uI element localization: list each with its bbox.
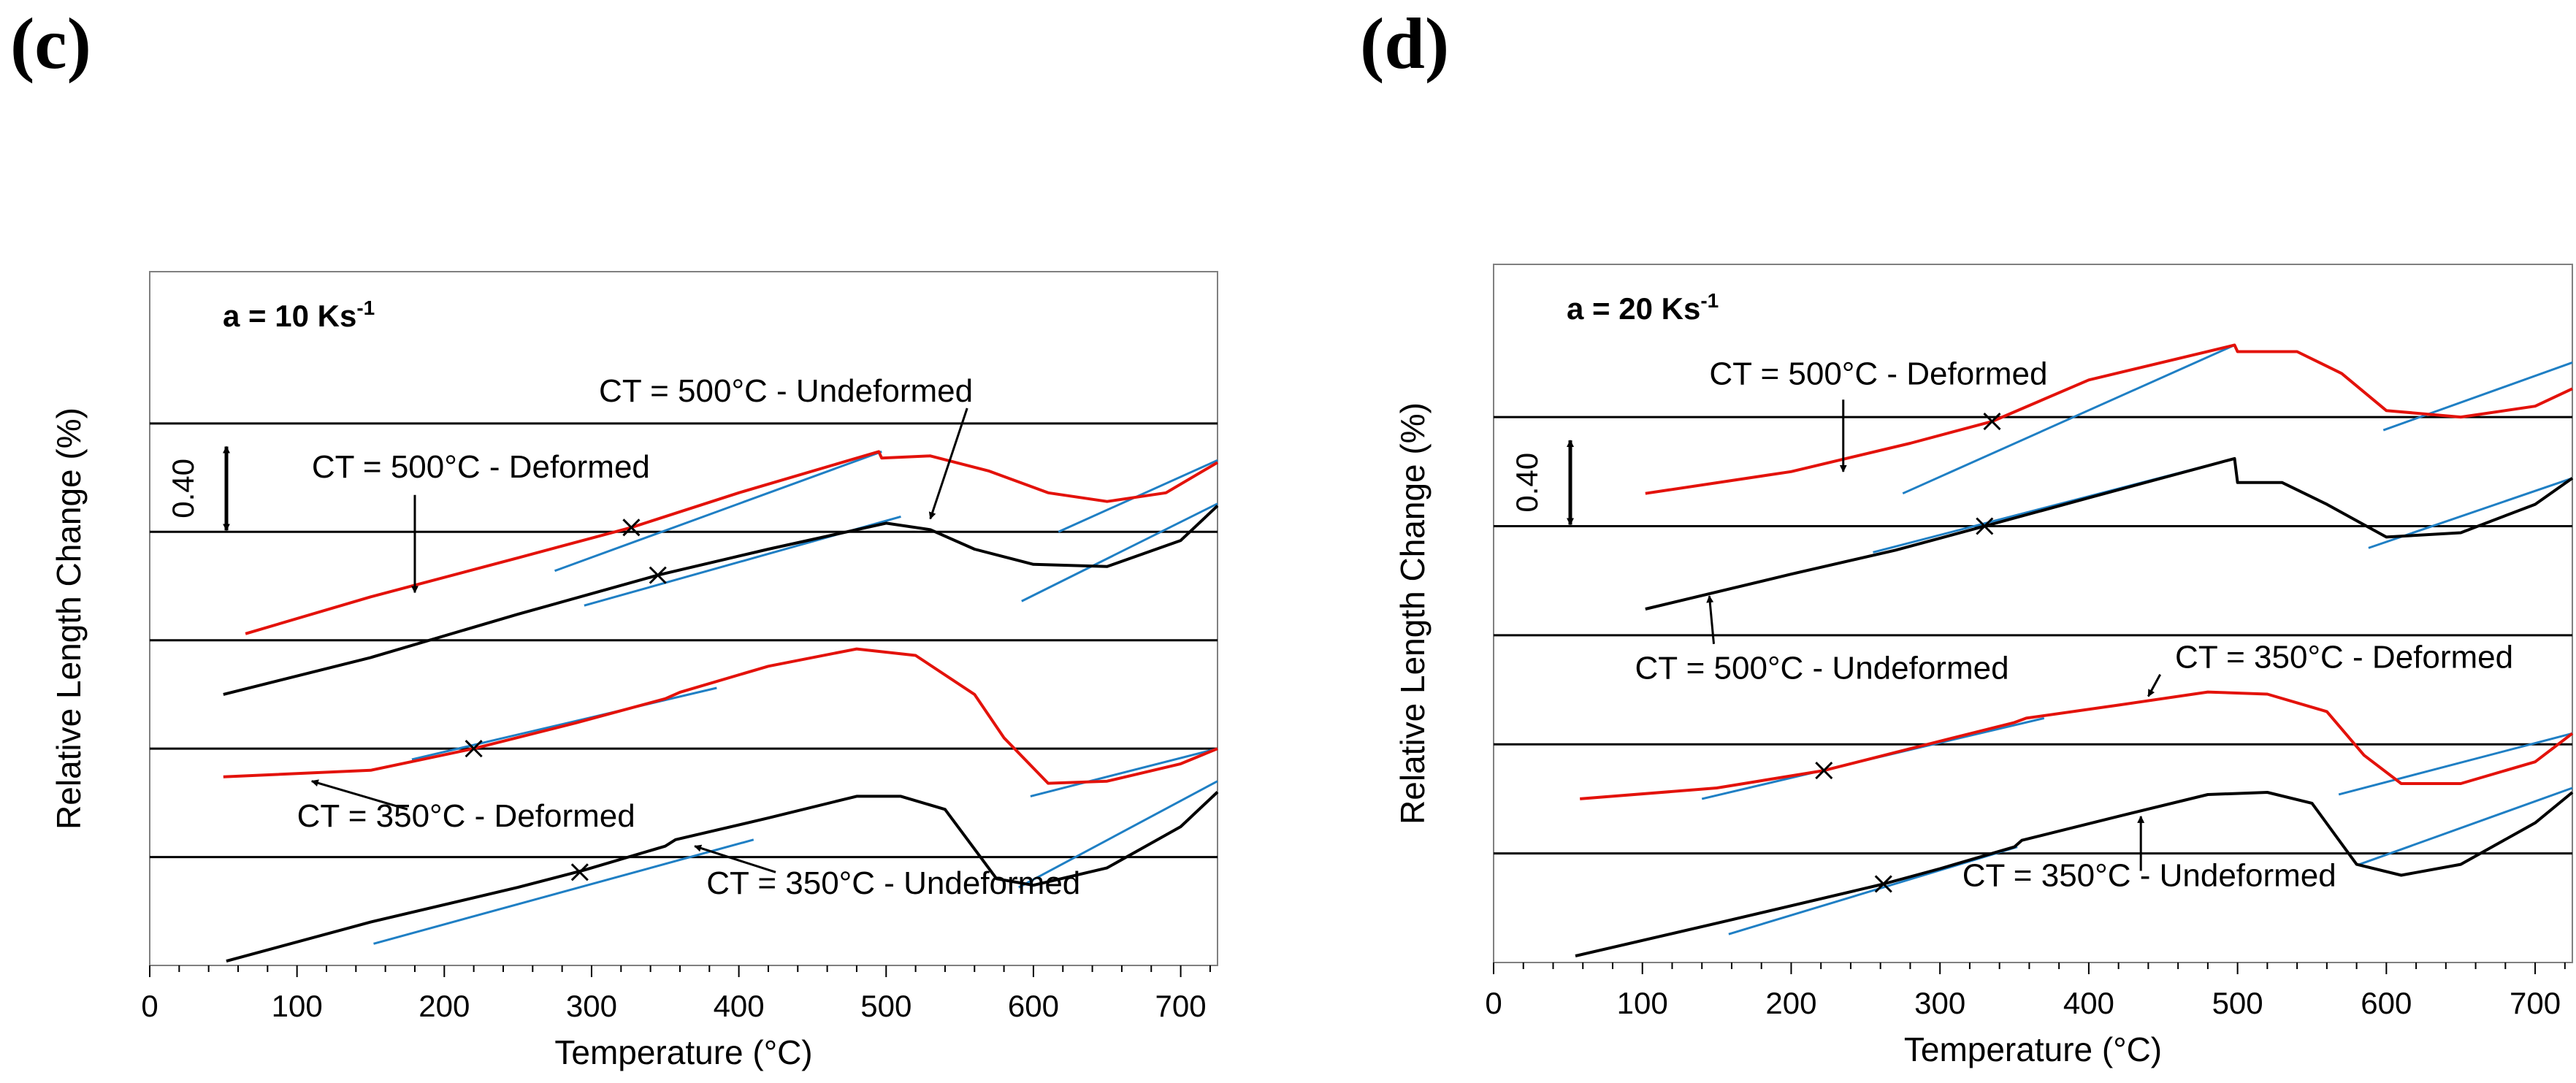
curve-label-arrow <box>310 779 408 811</box>
x-tick-label: 400 <box>714 989 765 1023</box>
series-line <box>223 647 1218 785</box>
x-tick-label: 200 <box>418 989 470 1023</box>
panel-label-c: (c) <box>10 3 91 84</box>
series-line <box>223 505 1219 696</box>
x-tick-label: 600 <box>2361 986 2412 1020</box>
transformation-marker <box>649 566 667 584</box>
rate-annotation-sup: -1 <box>1700 289 1719 312</box>
series-line <box>1580 690 2574 800</box>
tangent-line <box>554 450 882 573</box>
x-tick-label: 500 <box>2212 986 2263 1020</box>
rate-annotation-text: a = 10 Ks <box>223 299 356 333</box>
transformation-marker <box>465 740 483 758</box>
tangent-line <box>2382 361 2573 432</box>
transformation-marker <box>1976 517 1994 535</box>
y-axis-label: Relative Length Change (%) <box>1394 402 1432 824</box>
tangent-line <box>2359 787 2573 865</box>
curve-label: CT = 500°C - Undeformed <box>1635 651 2009 686</box>
curve-label: CT = 500°C - Deformed <box>312 449 650 485</box>
series-line <box>226 791 1219 963</box>
chart-d: 0 100 200 300 400 500 600 700 Temperature (°C) Re… <box>1394 264 2574 1068</box>
scale-bar-label: 0.40 <box>1510 453 1544 513</box>
x-tick-label: 100 <box>272 989 323 1023</box>
curve-label: CT = 350°C - Undeformed <box>706 865 1080 901</box>
tangent-line <box>1021 502 1218 602</box>
x-tick-label: 0 <box>141 989 158 1023</box>
rate-annotation: a = 10 Ks-1 <box>223 296 375 333</box>
rate-annotation-sup: -1 <box>356 296 375 319</box>
curve-label-arrow <box>1706 595 1716 644</box>
curve-label-arrow <box>694 844 776 873</box>
transformation-marker <box>570 863 589 881</box>
scale-bar-label: 0.40 <box>166 459 200 518</box>
series-line <box>1645 343 2573 495</box>
rate-annotation: a = 20 Ks-1 <box>1567 289 1719 326</box>
x-tick-label: 200 <box>1765 986 1816 1020</box>
curve-label-arrow <box>2147 673 2162 697</box>
x-tick-label: 300 <box>1914 986 1965 1020</box>
plot-frame <box>149 271 1218 966</box>
series-line <box>1575 791 2574 957</box>
x-tick-label: 400 <box>2063 986 2114 1020</box>
curve-label: CT = 500°C - Deformed <box>1709 356 2047 391</box>
series-line <box>245 450 1219 635</box>
x-tick-label: 100 <box>1617 986 1668 1020</box>
y-axis-label: Relative Length Change (%) <box>50 407 88 830</box>
transformation-marker <box>622 518 641 537</box>
transformation-marker <box>1983 413 2001 431</box>
curve-label: CT = 500°C - Undeformed <box>599 373 973 409</box>
tangent-line <box>1018 780 1218 889</box>
x-tick-label: 500 <box>860 989 911 1023</box>
panel-label-d: (d) <box>1360 3 1450 84</box>
tangent-line <box>1902 344 2236 495</box>
x-axis-label: Temperature (°C) <box>1904 1030 2162 1068</box>
tangent-line <box>373 838 754 945</box>
x-tick-label: 700 <box>2510 986 2561 1020</box>
x-tick-label: 300 <box>566 989 617 1023</box>
transformation-marker <box>1874 875 1892 893</box>
curve-label: CT = 350°C - Undeformed <box>1962 857 2336 893</box>
plot-frame <box>1493 264 2573 963</box>
curve-label: CT = 350°C - Deformed <box>2175 640 2513 676</box>
transformation-marker <box>1815 762 1833 780</box>
tangent-line <box>1030 747 1218 797</box>
x-axis-label: Temperature (°C) <box>554 1033 812 1071</box>
x-tick-label: 0 <box>1485 986 1502 1020</box>
x-tick-label: 700 <box>1155 989 1207 1023</box>
series-line <box>1645 456 2574 611</box>
tangent-line <box>2338 732 2573 796</box>
curve-label-arrow <box>928 407 968 520</box>
curve-label: CT = 350°C - Deformed <box>297 798 635 834</box>
x-tick-label: 600 <box>1008 989 1059 1023</box>
rate-annotation-text: a = 20 Ks <box>1567 291 1700 326</box>
chart-c: 0 100 200 300 400 500 600 700 Temperature (°C) Re… <box>50 271 1219 1071</box>
